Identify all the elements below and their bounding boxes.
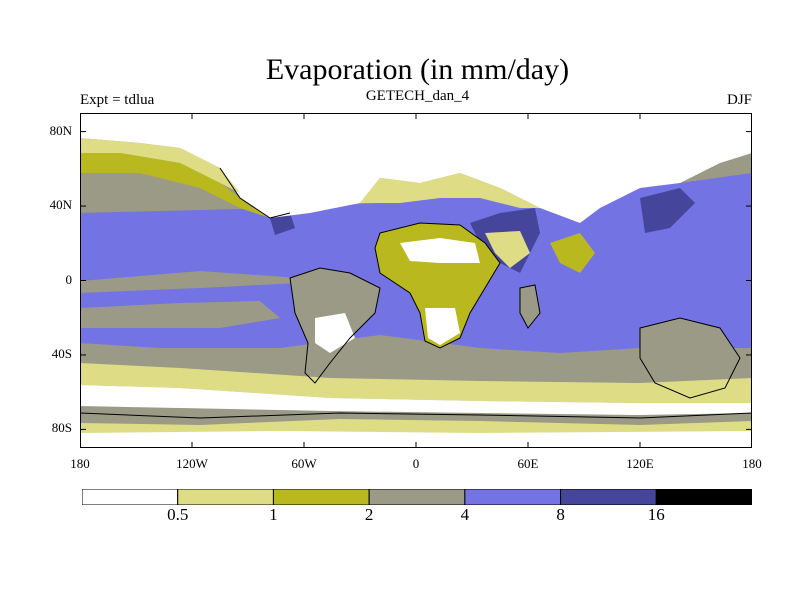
colorbar-swatch	[655, 489, 752, 505]
colorbar-label: 4	[460, 505, 470, 524]
gulf-stream-high-patch	[270, 213, 295, 235]
colorbar-label: 16	[647, 505, 665, 524]
antarctic-interior	[80, 431, 752, 448]
eurasia-margin	[360, 173, 540, 208]
india-land	[550, 233, 595, 273]
lon-tick-label: 120E	[626, 456, 654, 471]
lat-tick-label: 0	[65, 271, 73, 287]
northern-land-ice	[80, 113, 752, 223]
colorbar-swatch	[464, 489, 562, 505]
southern-ocean-band	[80, 363, 752, 403]
colorbar-swatch	[82, 489, 179, 505]
map-panel	[80, 113, 752, 448]
experiment-label: Expt = tdlua	[80, 92, 155, 108]
colorbar-swatch	[177, 489, 274, 505]
southern-ocean-low-band	[80, 385, 752, 415]
colorbar-swatch	[272, 489, 370, 505]
south-pacific-band	[80, 301, 280, 328]
lon-tick-label: 120W	[176, 456, 208, 471]
coastlines	[80, 167, 752, 419]
australia-land	[640, 318, 740, 398]
arabia-land	[485, 231, 530, 268]
colorbar-label: 1	[269, 505, 278, 524]
subtitle: GETECH_dan_4	[365, 88, 470, 104]
equatorial-pacific-band	[80, 271, 300, 293]
lon-tick-label: 180	[70, 456, 90, 471]
lon-tick-label: 60W	[291, 456, 317, 471]
lon-tick-label: 180	[742, 456, 762, 471]
lat-tick-label: 80N	[49, 122, 72, 138]
lat-tick-label: 40N	[49, 197, 72, 213]
season-label: DJF	[726, 92, 752, 108]
colorbar-swatch	[368, 489, 466, 505]
map-title: Evaporation (in mm/day)	[265, 53, 570, 86]
colorbar-label: 0.5	[167, 505, 189, 524]
axis-ticks	[80, 113, 752, 448]
south-america-dry-patch	[315, 313, 355, 353]
kuroshio-high-patch	[640, 188, 695, 233]
evaporation-map	[80, 113, 752, 448]
colorbar-label: 2	[364, 505, 374, 524]
lon-tick-label: 0	[412, 456, 420, 471]
lat-tick-label: 80S	[51, 420, 72, 436]
island-land	[520, 285, 540, 328]
kalahari-desert	[425, 308, 460, 345]
sahara-desert	[400, 238, 480, 263]
colorbar	[82, 489, 752, 505]
colorbar-svg	[82, 489, 752, 505]
colorbar-swatch	[560, 489, 657, 505]
lat-tick-label: 40S	[51, 345, 72, 361]
lon-tick-label: 60E	[517, 456, 539, 471]
north-pacific-moderate	[80, 153, 270, 218]
colorbar-label: 8	[556, 505, 565, 524]
north-pacific-margin	[80, 138, 240, 193]
